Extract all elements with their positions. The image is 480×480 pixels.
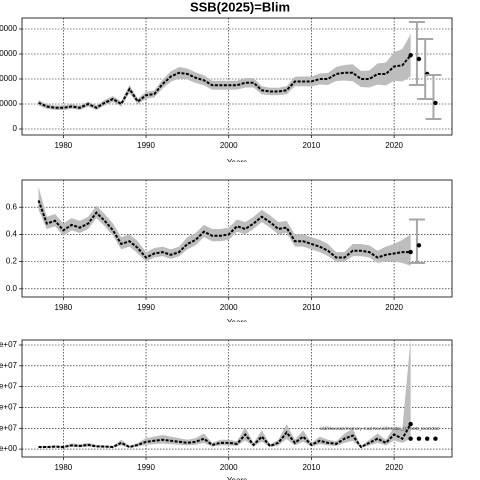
last-point <box>408 53 413 58</box>
annotation: /dd/kkannan/memory-Cod-NoAdd/Model_(1)/S… <box>320 426 440 431</box>
estimate-line <box>38 54 412 109</box>
y-tick-label: 1e+07 <box>0 423 18 432</box>
x-tick-label: 1990 <box>137 303 155 312</box>
projection-point <box>416 243 422 248</box>
projection-point <box>424 436 430 441</box>
x-tick-label: 1990 <box>137 141 155 150</box>
x-axis-label: Years <box>227 476 247 480</box>
x-axis-label: Years <box>227 318 247 327</box>
y-tick-label: 0.4 <box>6 230 18 239</box>
confidence-band <box>38 34 411 110</box>
y-tick-label: 30000 <box>0 49 18 58</box>
x-tick-label: 1990 <box>137 463 155 472</box>
y-tick-label: 4e+07 <box>0 361 18 370</box>
projection-point <box>433 436 438 441</box>
panel: 1980 1990 2000 2010 2020 0e+00 1e+07 2e+07 3e+07… <box>0 339 453 480</box>
y-tick-label: 10000 <box>0 99 18 108</box>
plot-frame <box>21 17 453 136</box>
y-tick-label: 0.0 <box>6 284 18 293</box>
projection-point <box>408 436 413 441</box>
y-tick-label: 2e+07 <box>0 403 18 412</box>
last-point <box>408 421 413 427</box>
x-axis-label: Years <box>227 158 247 167</box>
x-tick-label: 2000 <box>220 303 238 312</box>
estimate-line <box>37 200 411 259</box>
panel: 1980 1990 2000 2010 2020 0.0 0.2 0.4 0.6 Years <box>6 179 453 327</box>
y-tick-label: 0e+00 <box>0 444 18 453</box>
x-tick-label: 1980 <box>54 463 72 472</box>
x-tick-label: 2020 <box>385 303 403 312</box>
projection-point <box>416 56 422 62</box>
x-tick-label: 1980 <box>54 303 72 312</box>
x-tick-label: 2000 <box>220 141 238 150</box>
plot-area <box>22 340 452 457</box>
figure-title: SSB(2025)=Blim <box>190 0 290 14</box>
y-tick-label: 40000 <box>0 24 18 33</box>
x-tick-label: 1980 <box>54 141 72 150</box>
projection-point <box>416 436 422 441</box>
confidence-band <box>38 340 411 448</box>
x-tick-label: 2000 <box>220 463 238 472</box>
confidence-band <box>38 186 411 266</box>
y-tick-label: 5e+07 <box>0 340 18 349</box>
y-tick-label: 3e+07 <box>0 382 18 391</box>
y-tick-label: 0.2 <box>6 257 18 266</box>
x-tick-label: 2010 <box>303 303 321 312</box>
plot-frame <box>21 339 453 458</box>
plot-area <box>22 18 452 135</box>
last-point <box>408 249 413 255</box>
projection-point <box>433 100 438 106</box>
estimate-line <box>38 423 412 449</box>
x-tick-label: 2010 <box>303 463 321 472</box>
y-tick-label: 0 <box>13 124 18 133</box>
x-tick-label: 2020 <box>385 463 403 472</box>
y-tick-label: 0.6 <box>6 202 18 211</box>
plot-area <box>22 180 452 297</box>
x-tick-label: 2020 <box>385 141 403 150</box>
x-tick-label: 2010 <box>303 141 321 150</box>
plot-frame <box>21 179 453 298</box>
